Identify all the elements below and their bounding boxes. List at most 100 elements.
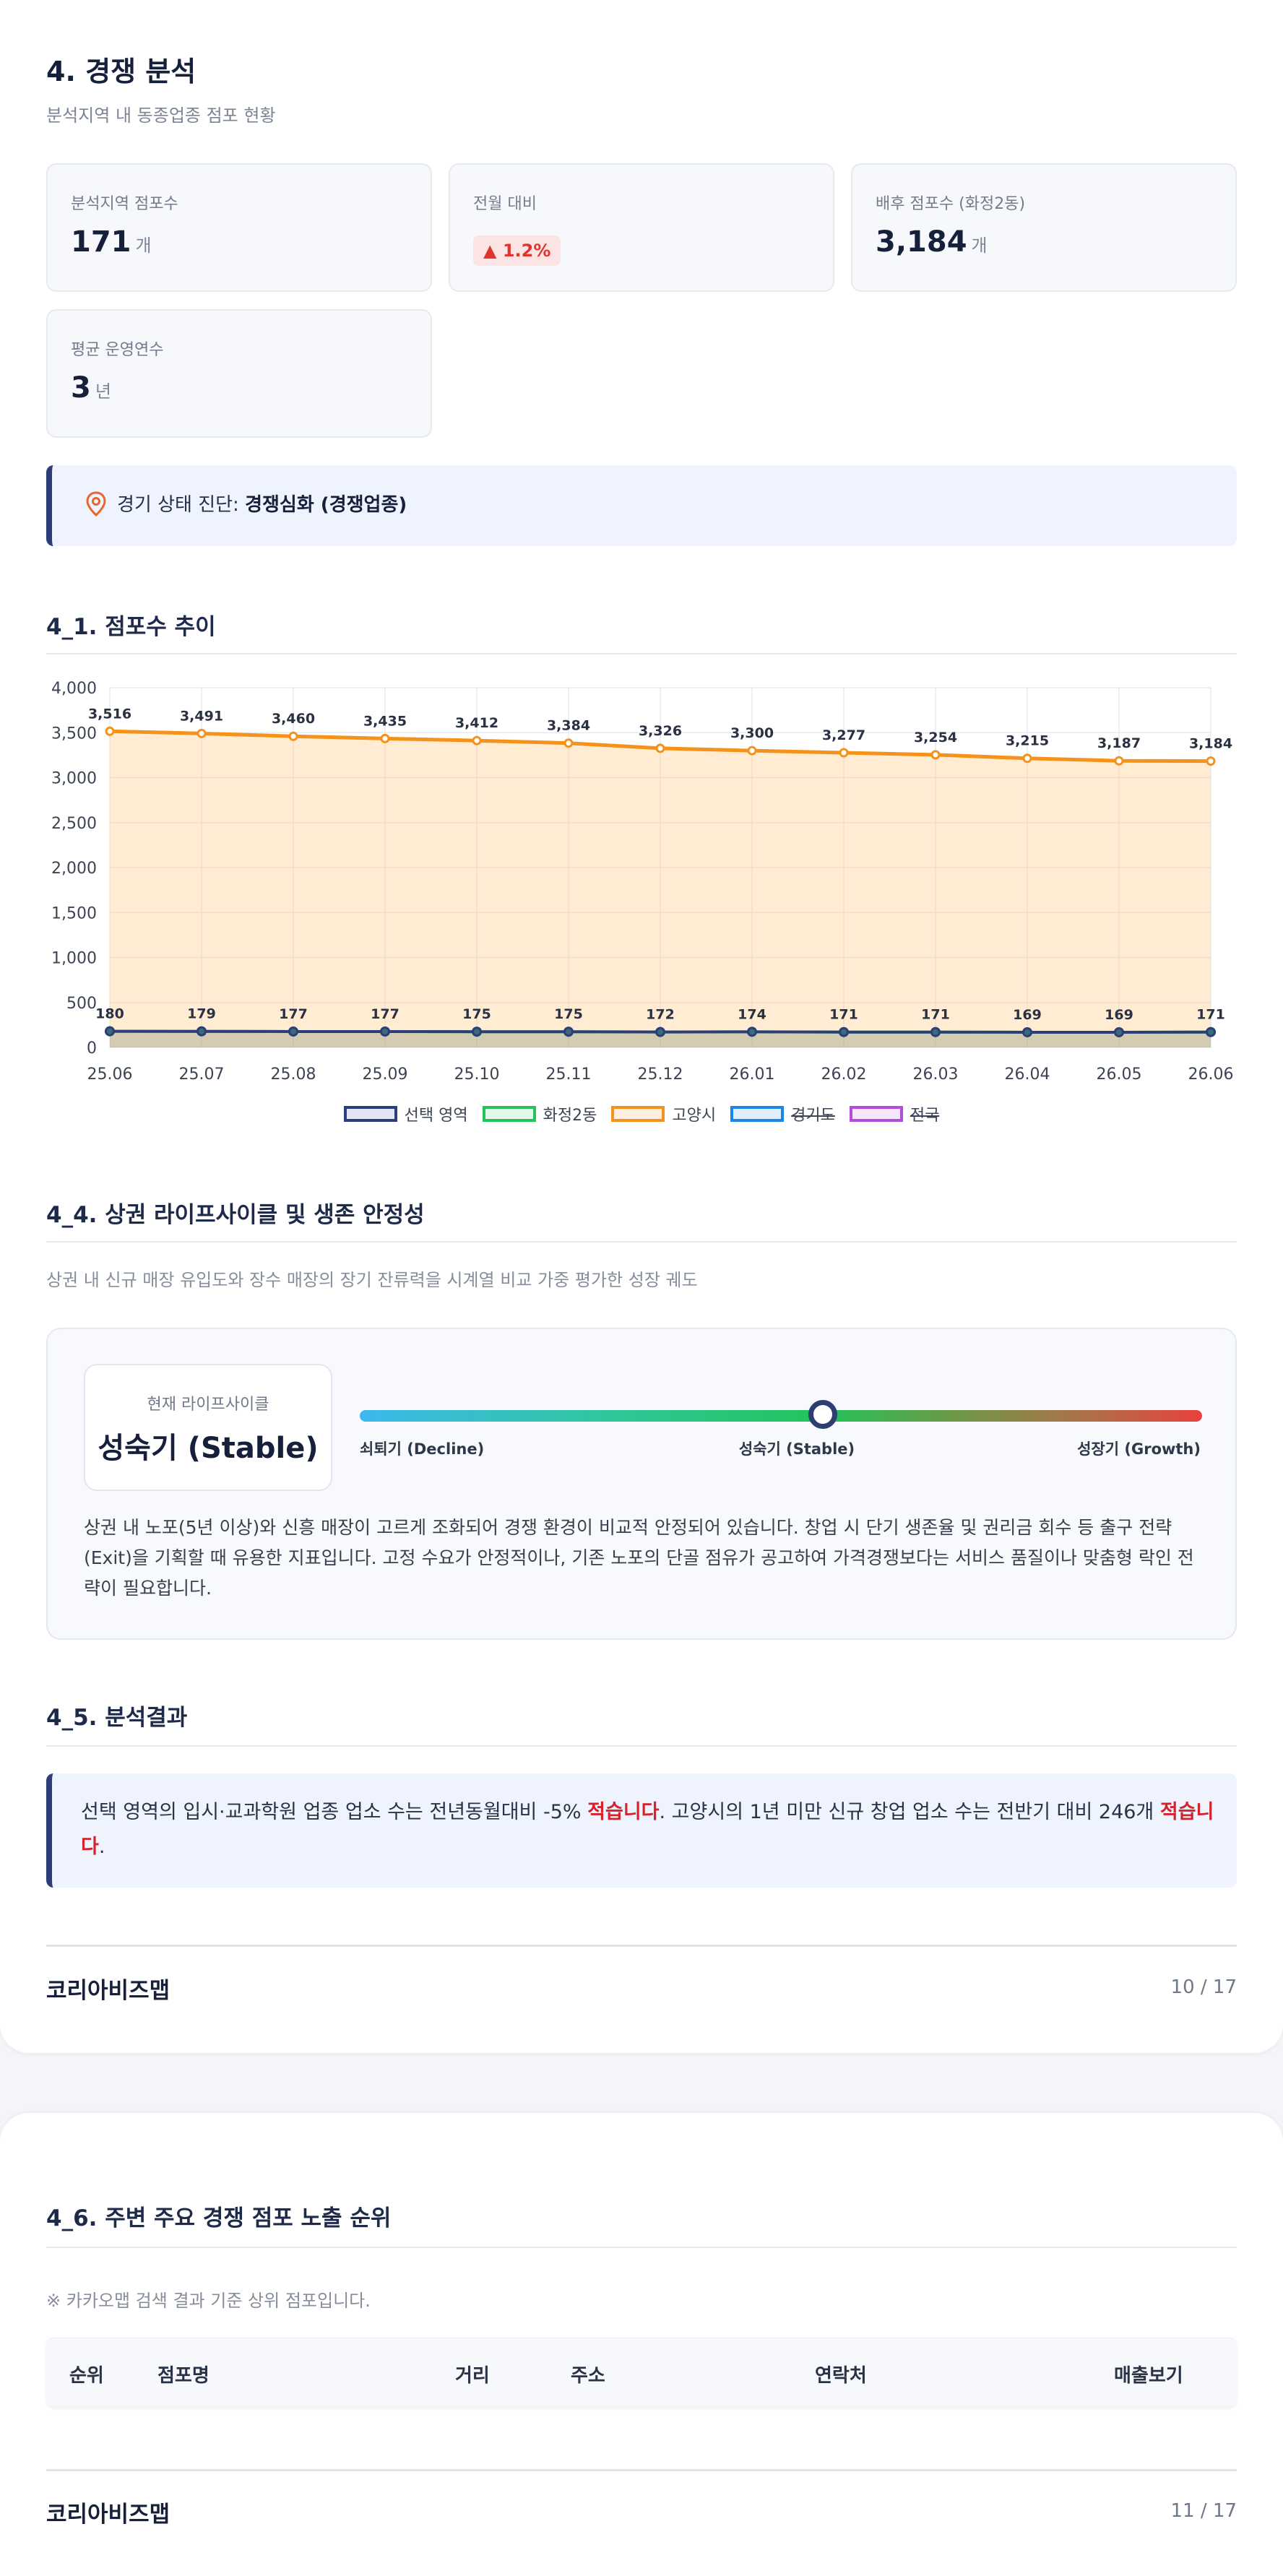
y-tick-label: 1,500 [51, 904, 97, 922]
y-tick-label: 4,000 [51, 680, 97, 698]
data-label: 175 [554, 1006, 583, 1022]
competitor-table-header: 순위 점포명 거리 주소 연락처 매출보기 [46, 2338, 1237, 2406]
divider [46, 1241, 1237, 1242]
legend-label: 경기도 [791, 1107, 835, 1125]
page-number: 10 / 17 [1170, 1976, 1237, 1998]
stat-label: 전월 대비 [473, 195, 537, 213]
data-point [380, 733, 390, 743]
x-tick-label: 26.02 [821, 1066, 867, 1084]
x-tick-label: 26.04 [1005, 1066, 1050, 1084]
legend-item[interactable]: 화정2동 [482, 1102, 597, 1125]
data-point [655, 1026, 665, 1037]
data-point [930, 750, 941, 760]
data-point [196, 1026, 207, 1037]
x-tick-label: 26.06 [1188, 1066, 1234, 1084]
legend-label: 화정2동 [543, 1107, 597, 1125]
data-point [747, 745, 757, 756]
store-count-chart: 0 500 1,000 1,500 2,000 2,500 3,000 3,500 4,000 2… [51, 680, 1234, 1084]
y-tick-label: 2,500 [51, 815, 97, 833]
footer-brand: 코리아비즈맵 [46, 2502, 170, 2528]
series-area [110, 731, 1211, 1047]
diagnosis-banner: 경기 상태 진단: 경쟁심화 (경쟁업종) [46, 465, 1237, 546]
y-tick-label: 2,000 [51, 860, 97, 878]
legend-item[interactable]: 전국 [849, 1102, 939, 1125]
data-point [472, 1026, 482, 1037]
report-page-11: 4_6. 주변 주요 경쟁 점포 노출 순위 ※ 카카오맵 검색 결과 기준 상… [0, 2113, 1283, 2576]
column-header-sales-view: 매출보기 [1114, 2365, 1183, 2387]
data-label: 3,184 [1189, 736, 1232, 752]
legend-item[interactable]: 고양시 [611, 1102, 716, 1125]
stat-card-hinterland: 배후 점포수 (화정2동) 3,184 개 [851, 163, 1237, 292]
stage-label-decline: 쇠퇴기 (Decline) [360, 1440, 485, 1458]
stat-value: 3,184 개 [876, 225, 988, 259]
lifecycle-subtitle: 상권 내 신규 매장 유입도와 장수 매장의 장기 잔류력을 시계열 비교 가중… [46, 1270, 698, 1290]
competitor-note: ※ 카카오맵 검색 결과 기준 상위 점포입니다. [46, 2291, 371, 2311]
data-label: 169 [1013, 1007, 1042, 1023]
data-label: 171 [1196, 1007, 1225, 1023]
divider [46, 2247, 1237, 2248]
result-banner: 선택 영역의 입시·교과학원 업종 업소 수는 전년동월대비 -5% 적습니다.… [46, 1773, 1237, 1888]
data-label: 3,491 [180, 708, 223, 724]
data-point [1022, 1026, 1032, 1037]
data-label: 169 [1105, 1007, 1133, 1023]
stat-value: 171 개 [71, 225, 152, 259]
stage-label-growth: 성장기 (Growth) [1077, 1440, 1201, 1458]
section-subtitle: 분석지역 내 동종업종 점포 현황 [46, 105, 276, 126]
location-pin-icon [86, 491, 106, 517]
page-number: 11 / 17 [1170, 2500, 1237, 2522]
data-point [288, 731, 298, 741]
diagnosis-text: 경기 상태 진단: 경쟁심화 (경쟁업종) [117, 494, 407, 516]
legend-item[interactable]: 경기도 [730, 1102, 835, 1125]
footer-divider [46, 2469, 1237, 2471]
x-tick-label: 26.03 [913, 1066, 959, 1084]
data-label: 175 [462, 1006, 491, 1022]
data-label: 3,277 [822, 727, 865, 743]
result-section-title: 4_5. 분석결과 [46, 1705, 188, 1731]
current-lifecycle-value: 성숙기 (Stable) [98, 1432, 319, 1465]
data-point [288, 1026, 298, 1037]
data-point [839, 1026, 849, 1037]
x-tick-label: 25.08 [271, 1066, 316, 1084]
y-tick-label: 3,500 [51, 725, 97, 743]
footer-brand: 코리아비즈맵 [46, 1978, 170, 2004]
x-tick-label: 25.12 [638, 1066, 683, 1084]
current-lifecycle-label: 현재 라이프사이클 [147, 1396, 269, 1414]
data-label: 3,254 [914, 730, 957, 745]
legend-swatch [730, 1106, 785, 1122]
data-point [472, 735, 482, 745]
data-label: 177 [371, 1006, 399, 1022]
data-point [1206, 756, 1216, 766]
legend-label: 선택 영역 [404, 1107, 468, 1125]
data-label: 180 [95, 1006, 124, 1022]
lifecycle-position-marker [808, 1400, 838, 1429]
stat-label: 배후 점포수 (화정2동) [876, 195, 1026, 213]
data-label: 3,300 [730, 725, 774, 741]
x-tick-label: 26.01 [730, 1066, 775, 1084]
legend-swatch [849, 1106, 903, 1122]
data-point [1114, 1026, 1124, 1037]
data-label: 3,215 [1006, 733, 1049, 749]
y-tick-label: 1,000 [51, 950, 97, 968]
legend-item[interactable]: 선택 영역 [343, 1102, 468, 1125]
chart-section-title: 4_1. 점포수 추이 [46, 614, 216, 640]
section-title: 4. 경쟁 분석 [46, 56, 196, 87]
data-label: 3,326 [639, 723, 682, 739]
lifecycle-description: 상권 내 노포(5년 이상)와 신흥 매장이 고르게 조화되어 경쟁 환경이 비… [84, 1517, 1194, 1599]
stat-label: 평균 운영연수 [71, 341, 164, 359]
y-tick-label: 500 [66, 995, 97, 1013]
x-tick-label: 25.09 [363, 1066, 408, 1084]
data-point [105, 1026, 115, 1037]
stage-label-stable: 성숙기 (Stable) [738, 1440, 855, 1458]
chart-legend: 선택 영역 화정2동 고양시 경기도 전국 [0, 1099, 1283, 1128]
column-header-distance: 거리 [455, 2365, 490, 2387]
data-label: 179 [187, 1006, 216, 1022]
data-label: 3,435 [363, 713, 407, 729]
footer-divider [46, 1945, 1237, 1947]
data-label: 3,384 [547, 718, 590, 734]
y-tick-label: 0 [87, 1040, 97, 1058]
data-label: 177 [279, 1006, 308, 1022]
data-point [563, 1026, 574, 1037]
data-point [930, 1026, 941, 1037]
